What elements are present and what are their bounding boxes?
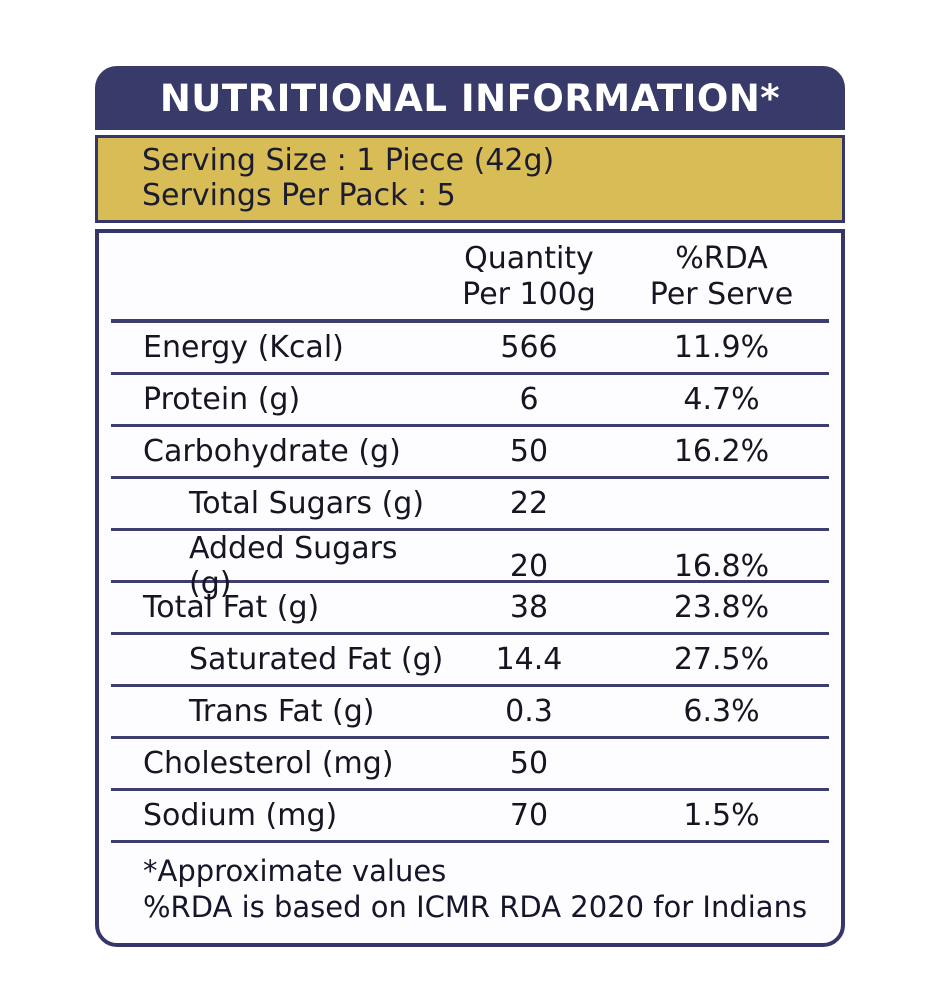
nutrient-label: Trans Fat (g) — [189, 694, 375, 729]
table-row-sodium: Sodium (mg) 70 1.5% — [111, 791, 829, 843]
table-footnotes: *Approximate values %RDA is based on ICM… — [111, 843, 829, 943]
nutrient-label: Cholesterol (mg) — [143, 746, 394, 781]
rda-value: 16.2% — [673, 434, 770, 469]
approximate-values-note: *Approximate values — [143, 854, 447, 888]
rda-basis-note: %RDA is based on ICMR RDA 2020 for India… — [143, 890, 808, 924]
nutrient-label: Protein (g) — [143, 382, 301, 417]
rda-value: 6.3% — [683, 694, 760, 729]
rda-value: 4.7% — [683, 382, 760, 417]
nutrient-label: Carbohydrate (g) — [143, 434, 401, 469]
quantity-value: 70 — [509, 798, 549, 833]
servings-per-pack-text: Servings Per Pack : 5 — [142, 178, 456, 213]
page-title: NUTRITIONAL INFORMATION* — [159, 76, 781, 120]
quantity-value: 50 — [509, 434, 549, 469]
quantity-value: 6 — [519, 382, 539, 417]
nutrition-table: Quantity Per 100g %RDA Per Serve Energy … — [95, 229, 845, 947]
quantity-value: 22 — [509, 486, 549, 521]
table-header-row: Quantity Per 100g %RDA Per Serve — [111, 233, 829, 323]
rda-value: 16.8% — [673, 548, 770, 584]
quantity-column-header: Quantity Per 100g — [462, 241, 596, 312]
table-row-total-sugars: Total Sugars (g) 22 — [111, 479, 829, 531]
table-row-carbohydrate: Carbohydrate (g) 50 16.2% — [111, 427, 829, 479]
table-row-cholesterol: Cholesterol (mg) 50 — [111, 739, 829, 791]
serving-info-banner: Serving Size : 1 Piece (42g) Servings Pe… — [95, 135, 845, 223]
quantity-value: 50 — [509, 746, 549, 781]
nutrient-label: Total Fat (g) — [143, 590, 320, 625]
serving-size-text: Serving Size : 1 Piece (42g) — [142, 143, 555, 178]
nutrient-label: Energy (Kcal) — [143, 330, 344, 365]
quantity-value: 38 — [509, 590, 549, 625]
quantity-value: 20 — [509, 548, 549, 584]
table-row-total-fat: Total Fat (g) 38 23.8% — [111, 583, 829, 635]
quantity-value: 566 — [500, 330, 558, 365]
rda-column-header: %RDA Per Serve — [649, 241, 794, 312]
rda-value: 1.5% — [683, 798, 760, 833]
table-row-trans-fat: Trans Fat (g) 0.3 6.3% — [111, 687, 829, 739]
title-bar: NUTRITIONAL INFORMATION* — [95, 66, 845, 130]
rda-value: 11.9% — [673, 330, 770, 365]
nutrient-label: Sodium (mg) — [143, 798, 338, 833]
nutrient-label: Total Sugars (g) — [189, 486, 425, 521]
nutrient-label: Added Sugars (g) — [189, 531, 398, 601]
nutrition-label-card: NUTRITIONAL INFORMATION* Serving Size : … — [95, 66, 845, 947]
rda-value: 23.8% — [673, 590, 770, 625]
table-row-protein: Protein (g) 6 4.7% — [111, 375, 829, 427]
table-row-added-sugars: Added Sugars (g) 20 16.8% — [111, 531, 829, 601]
quantity-value: 0.3 — [505, 694, 553, 729]
table-row-energy: Energy (Kcal) 566 11.9% — [111, 323, 829, 375]
table-row-saturated-fat: Saturated Fat (g) 14.4 27.5% — [111, 635, 829, 687]
quantity-value: 14.4 — [495, 642, 563, 677]
nutrient-label: Saturated Fat (g) — [189, 642, 444, 677]
rda-value: 27.5% — [673, 642, 770, 677]
